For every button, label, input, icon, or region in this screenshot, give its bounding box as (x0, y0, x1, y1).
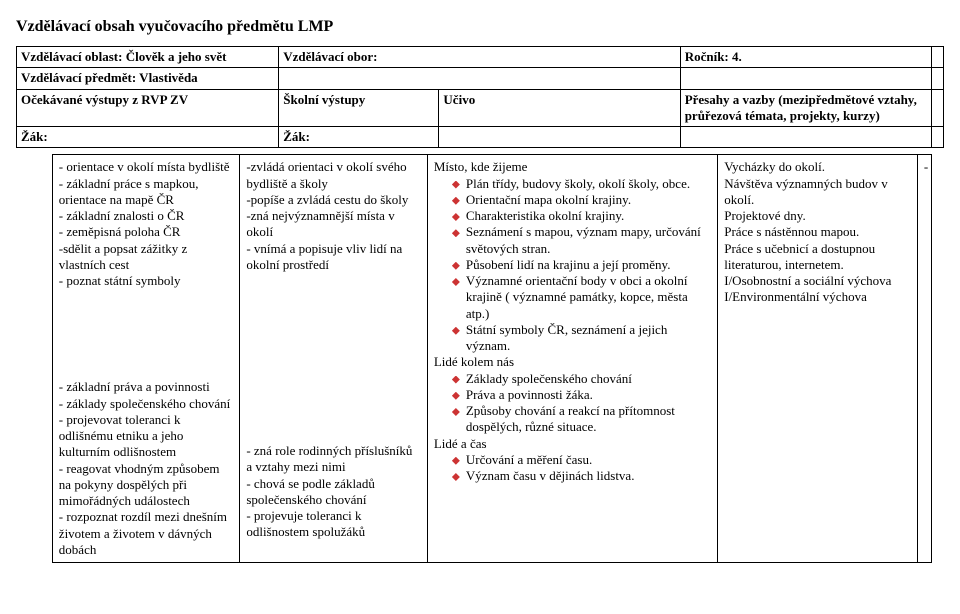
list-item: Seznámení s mapou, význam mapy, určování… (452, 224, 711, 257)
hdr-oblast: Vzdělávací oblast: Člověk a jeho svět (17, 47, 279, 68)
col1-block-a: - orientace v okolí místa bydliště - zák… (59, 159, 234, 289)
hdr-rocnik: Ročník: 4. (680, 47, 931, 68)
hdr-empty-r2b (680, 68, 931, 89)
list-item: Určování a měření času. (452, 452, 711, 468)
hdr-col3: Učivo (439, 89, 680, 127)
list-item: Plán třídy, budovy školy, okolí školy, o… (452, 176, 711, 192)
page-title: Vzdělávací obsah vyučovacího předmětu LM… (16, 18, 944, 36)
hdr-empty-r4c (931, 127, 943, 148)
hdr-predmet: Vzdělávací předmět: Vlastivěda (17, 68, 279, 89)
list-item: Práva a povinnosti žáka. (452, 387, 711, 403)
col2-block-a: -zvládá orientaci v okolí svého bydliště… (246, 159, 421, 273)
ucivo-h1: Místo, kde žijeme (434, 159, 711, 175)
hdr-empty-r3 (931, 89, 943, 127)
col1-block-b: - základní práva a povinnosti - základy … (59, 379, 234, 558)
list-item: Způsoby chování a reakcí na přítomnost d… (452, 403, 711, 436)
hdr-zak1: Žák: (17, 127, 279, 148)
col-ocekavane: - orientace v okolí místa bydliště - zák… (52, 155, 240, 563)
list-item: Významné orientační body v obci a okolní… (452, 273, 711, 322)
list-item: Základy společenského chování (452, 371, 711, 387)
hdr-col4: Přesahy a vazby (mezipředmětové vztahy, … (680, 89, 931, 127)
list-item: Orientační mapa okolní krajiny. (452, 192, 711, 208)
ucivo-h2: Lidé kolem nás (434, 354, 711, 370)
col2-block-b: - zná role rodinných příslušníků a vztah… (246, 443, 421, 541)
list-item: Charakteristika okolní krajiny. (452, 208, 711, 224)
col-presahy: Vycházky do okolí. Návštěva významných b… (718, 155, 918, 563)
col-ucivo: Místo, kde žijeme Plán třídy, budovy ško… (427, 155, 717, 563)
hdr-empty-r4b (680, 127, 931, 148)
col-skolni: -zvládá orientaci v okolí svého bydliště… (240, 155, 428, 563)
presahy-text: Vycházky do okolí. Návštěva významných b… (724, 159, 911, 305)
hdr-empty-r2a (279, 68, 680, 89)
hdr-empty-r1 (931, 47, 943, 68)
hdr-obor: Vzdělávací obor: (279, 47, 680, 68)
content-table: - orientace v okolí místa bydliště - zák… (16, 154, 944, 563)
list-item: Význam času v dějinách lidstva. (452, 468, 711, 484)
hdr-zak2: Žák: (279, 127, 439, 148)
list-item: Státní symboly ČR, seznámení a jejich vý… (452, 322, 711, 355)
ucivo-h3: Lidé a čas (434, 436, 711, 452)
hdr-empty-r4a (439, 127, 680, 148)
hdr-col1: Očekávané výstupy z RVP ZV (17, 89, 279, 127)
ucivo-list1: Plán třídy, budovy školy, okolí školy, o… (434, 176, 711, 355)
ucivo-list3: Určování a měření času. Význam času v dě… (434, 452, 711, 485)
list-item: Působení lidí na krajinu a její proměny. (452, 257, 711, 273)
hdr-col2: Školní výstupy (279, 89, 439, 127)
col-dash: - (917, 155, 932, 563)
ucivo-list2: Základy společenského chování Práva a po… (434, 371, 711, 436)
hdr-empty-r2c (931, 68, 943, 89)
header-table: Vzdělávací oblast: Člověk a jeho svět Vz… (16, 46, 944, 148)
